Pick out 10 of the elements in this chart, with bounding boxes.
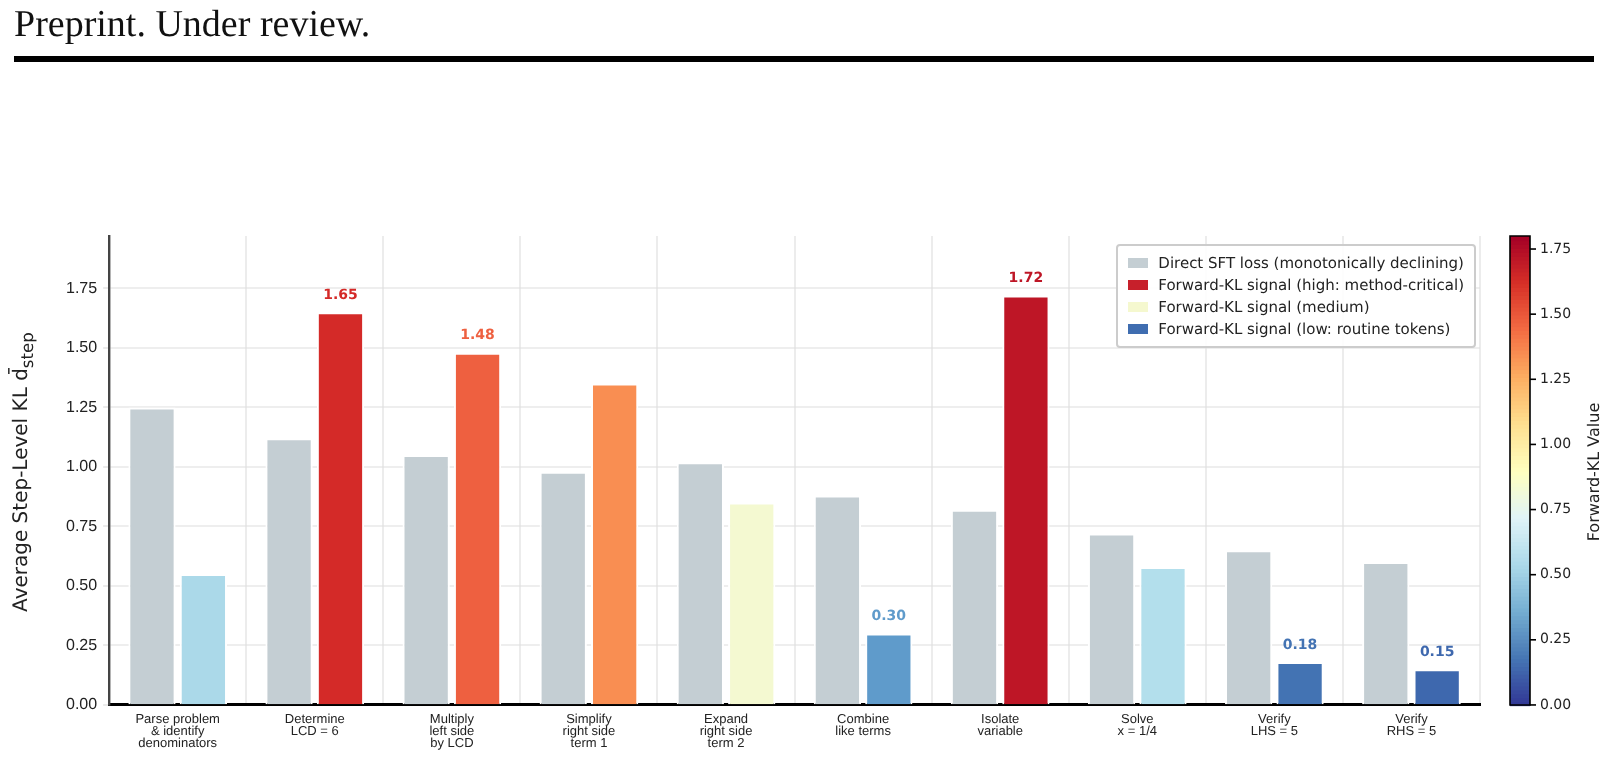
y-tick-label: 0.75	[65, 516, 99, 535]
y-tick-label: 1.75	[65, 278, 99, 297]
y-tick-label: 0.50	[65, 576, 99, 595]
y-tick-label: 0.00	[65, 695, 99, 714]
text: Preprint. Under review.	[14, 4, 371, 48]
y-tick-label: 0.25	[65, 635, 99, 654]
color-bar-title: Forward-KL Value	[1585, 402, 1603, 542]
y-tick-label: 1.25	[65, 397, 99, 416]
y-tick-label: 1.50	[65, 338, 99, 357]
y-tick-label: 1.00	[65, 457, 99, 476]
